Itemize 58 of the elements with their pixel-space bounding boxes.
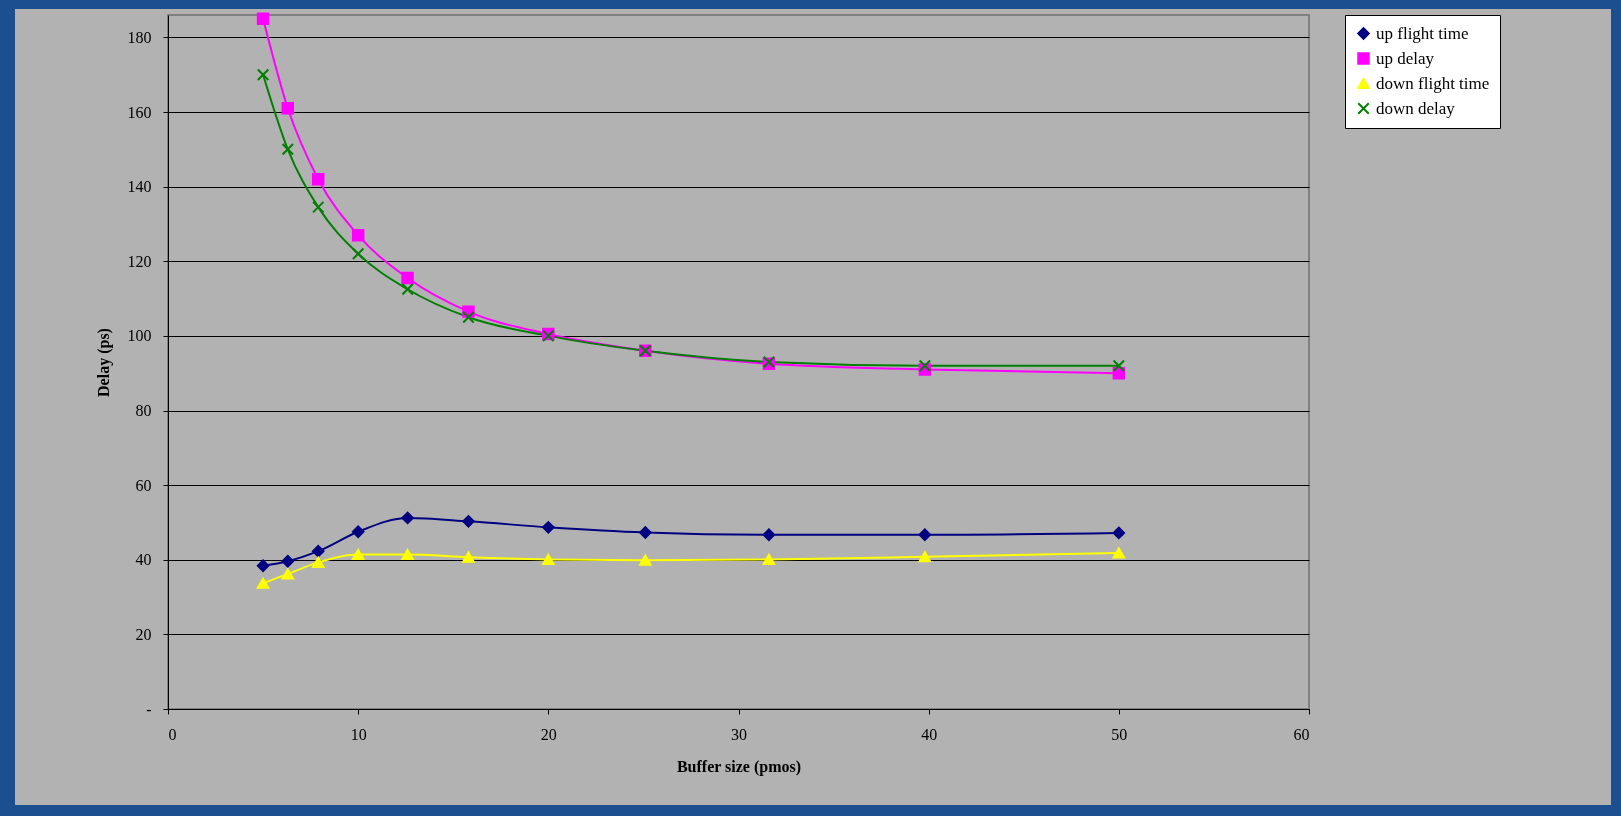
point — [281, 102, 295, 115]
y-axis-title: Delay (ps) — [94, 328, 113, 397]
point — [351, 525, 365, 539]
x-tick-label: 30 — [731, 725, 747, 743]
point — [462, 310, 475, 324]
point — [351, 247, 365, 261]
x-tick-label: 60 — [1293, 725, 1310, 743]
point — [281, 568, 295, 580]
point — [281, 555, 295, 568]
point — [542, 553, 555, 565]
point — [1112, 359, 1126, 372]
point — [1112, 547, 1126, 559]
point — [762, 553, 776, 565]
point — [401, 283, 414, 296]
legend-label: up flight time — [1376, 23, 1469, 43]
y-tick-label: 100 — [127, 327, 152, 345]
y-tick-label: 20 — [135, 625, 152, 643]
legend-label: down flight time — [1376, 73, 1490, 93]
point — [281, 143, 295, 156]
point — [311, 544, 325, 558]
point — [351, 548, 365, 561]
point — [542, 521, 555, 534]
y-tick-label: 120 — [127, 252, 152, 270]
point — [918, 528, 932, 541]
y-tick-label: 160 — [127, 103, 152, 121]
point — [1112, 526, 1126, 540]
point — [401, 511, 414, 525]
x-tick-label: 10 — [350, 725, 367, 743]
point — [639, 526, 652, 539]
point — [462, 551, 475, 563]
point — [762, 528, 776, 541]
point — [256, 577, 270, 589]
point — [311, 172, 325, 186]
y-tick-label: 80 — [135, 402, 152, 420]
y-tick-label: 40 — [135, 551, 152, 569]
point — [311, 556, 325, 568]
y-tick-label: 60 — [135, 476, 152, 494]
point — [639, 554, 652, 566]
point — [256, 12, 270, 25]
y-tick-label: 140 — [127, 178, 152, 196]
x-tick-label: 20 — [540, 725, 557, 743]
point — [256, 559, 270, 572]
x-tick-label: 40 — [921, 725, 938, 743]
point — [918, 551, 932, 563]
x-tick-label: 0 — [168, 725, 177, 743]
point — [351, 228, 365, 242]
point — [401, 548, 414, 561]
x-axis-title: Buffer size (pmos) — [676, 757, 802, 776]
legend-label: down delay — [1376, 98, 1456, 118]
point — [401, 271, 414, 285]
x-tick-label: 50 — [1111, 725, 1128, 743]
point — [311, 200, 325, 214]
y-tick-label: 180 — [127, 28, 152, 46]
point — [918, 359, 932, 372]
legend-label: up delay — [1376, 48, 1435, 68]
point — [256, 68, 270, 81]
point — [462, 515, 475, 528]
y-tick-label: - — [146, 700, 152, 718]
